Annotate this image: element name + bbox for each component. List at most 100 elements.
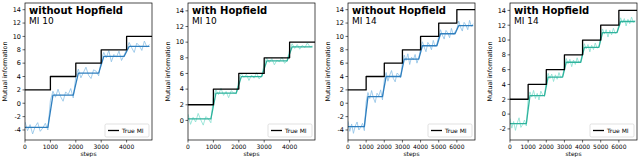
title: without Hopfield	[29, 5, 123, 16]
y-tick	[508, 10, 511, 11]
y-tick-label: 6	[502, 66, 506, 74]
title: without Hopfield	[352, 5, 446, 16]
y-tick-label: 14	[498, 7, 506, 15]
y-tick-label: 10	[176, 38, 184, 46]
x-tick-label: 1000	[359, 143, 374, 150]
legend-box	[428, 124, 472, 137]
legend-label: True MI	[606, 127, 629, 134]
y-tick	[346, 9, 349, 10]
panel: -4-20246810121401000200030004000stepsMut…	[1, 3, 152, 157]
y-tick	[346, 76, 349, 77]
y-tick-label: 2	[180, 101, 184, 109]
y-tick-label: 8	[180, 54, 184, 62]
y-tick-label: 0	[340, 100, 344, 108]
y-tick	[23, 116, 26, 117]
x-axis-label: steps	[565, 150, 581, 157]
plot-frame	[25, 3, 152, 140]
x-tick-label: 1000	[521, 143, 536, 150]
x-tick-label: 1000	[206, 143, 221, 150]
y-axis-label: Mutual information	[1, 42, 8, 102]
y-tick	[23, 129, 26, 130]
y-tick-label: 4	[180, 85, 184, 93]
x-tick-label: 2000	[539, 143, 554, 150]
x-axis-label: steps	[80, 150, 96, 157]
y-tick	[186, 89, 189, 90]
y-tick-label: 6	[340, 59, 344, 67]
series-group	[510, 10, 637, 130]
legend-swatch	[108, 130, 119, 131]
legend: True MI	[428, 124, 472, 137]
y-tick	[23, 36, 26, 37]
plot-frame	[188, 3, 315, 140]
title: with Hopfield	[514, 5, 589, 16]
plot-frame	[510, 3, 637, 140]
y-tick-label: 12	[336, 19, 344, 27]
y-tick-label: -2	[15, 113, 21, 121]
x-tick-label: 3000	[557, 143, 572, 150]
y-tick	[186, 42, 189, 43]
y-tick	[508, 128, 511, 129]
x-tick-label: 3000	[94, 143, 109, 150]
y-tick-label: 4	[502, 81, 506, 89]
legend: True MI	[268, 124, 312, 137]
y-tick	[346, 36, 349, 37]
series-line	[25, 41, 149, 134]
series-line	[510, 22, 635, 124]
y-tick-label: 8	[340, 46, 344, 54]
series-line	[25, 46, 149, 127]
series-line	[188, 43, 312, 125]
plot-frame	[348, 3, 475, 140]
x-axis-label: steps	[243, 150, 259, 157]
y-tick	[508, 69, 511, 70]
y-tick	[346, 23, 349, 24]
series-group	[188, 42, 315, 125]
x-tick-label: 0	[186, 143, 190, 150]
y-tick	[186, 120, 189, 121]
y-tick-label: 0	[17, 100, 21, 108]
y-tick-label: 12	[13, 19, 21, 27]
legend-swatch	[431, 130, 442, 131]
y-tick-label: 10	[498, 36, 506, 44]
panel: -2024681012140100020003000400050006000st…	[486, 3, 637, 157]
subtitle: MI 14	[514, 16, 539, 26]
y-tick	[23, 49, 26, 50]
x-tick-label: 4000	[413, 143, 428, 150]
x-tick-label: 0	[23, 143, 27, 150]
y-tick-label: 6	[17, 59, 21, 67]
y-tick-label: 8	[17, 46, 21, 54]
x-axis-label: steps	[403, 150, 419, 157]
y-tick	[346, 63, 349, 64]
legend-swatch	[271, 130, 282, 131]
y-tick	[23, 103, 26, 104]
y-tick-label: 10	[13, 33, 21, 41]
y-tick	[508, 40, 511, 41]
y-tick	[23, 76, 26, 77]
x-tick-label: 0	[508, 143, 512, 150]
legend-label: True MI	[444, 127, 467, 134]
y-tick	[23, 9, 26, 10]
y-tick-label: 12	[498, 22, 506, 30]
subtitle: MI 10	[192, 16, 217, 26]
y-tick-label: 12	[176, 23, 184, 31]
y-tick-label: 2	[340, 86, 344, 94]
y-tick	[23, 23, 26, 24]
series-line	[348, 10, 475, 90]
y-tick-label: 14	[176, 7, 184, 15]
legend-label: True MI	[121, 127, 144, 134]
y-tick-label: 10	[336, 33, 344, 41]
legend: True MI	[105, 124, 149, 137]
y-tick-label: -4	[15, 126, 21, 134]
legend-box	[590, 124, 634, 137]
x-tick-label: 5000	[593, 143, 608, 150]
y-tick-label: -2	[338, 113, 344, 121]
x-tick-label: 4000	[282, 143, 297, 150]
y-tick	[508, 25, 511, 26]
subtitle: MI 14	[352, 16, 377, 26]
y-tick-label: 0	[180, 117, 184, 125]
x-tick-label: 6000	[611, 143, 626, 150]
x-tick-label: 5000	[431, 143, 446, 150]
x-tick-label: 0	[346, 143, 350, 150]
y-tick	[508, 99, 511, 100]
series-line	[25, 36, 152, 89]
subtitle: MI 10	[29, 16, 54, 26]
